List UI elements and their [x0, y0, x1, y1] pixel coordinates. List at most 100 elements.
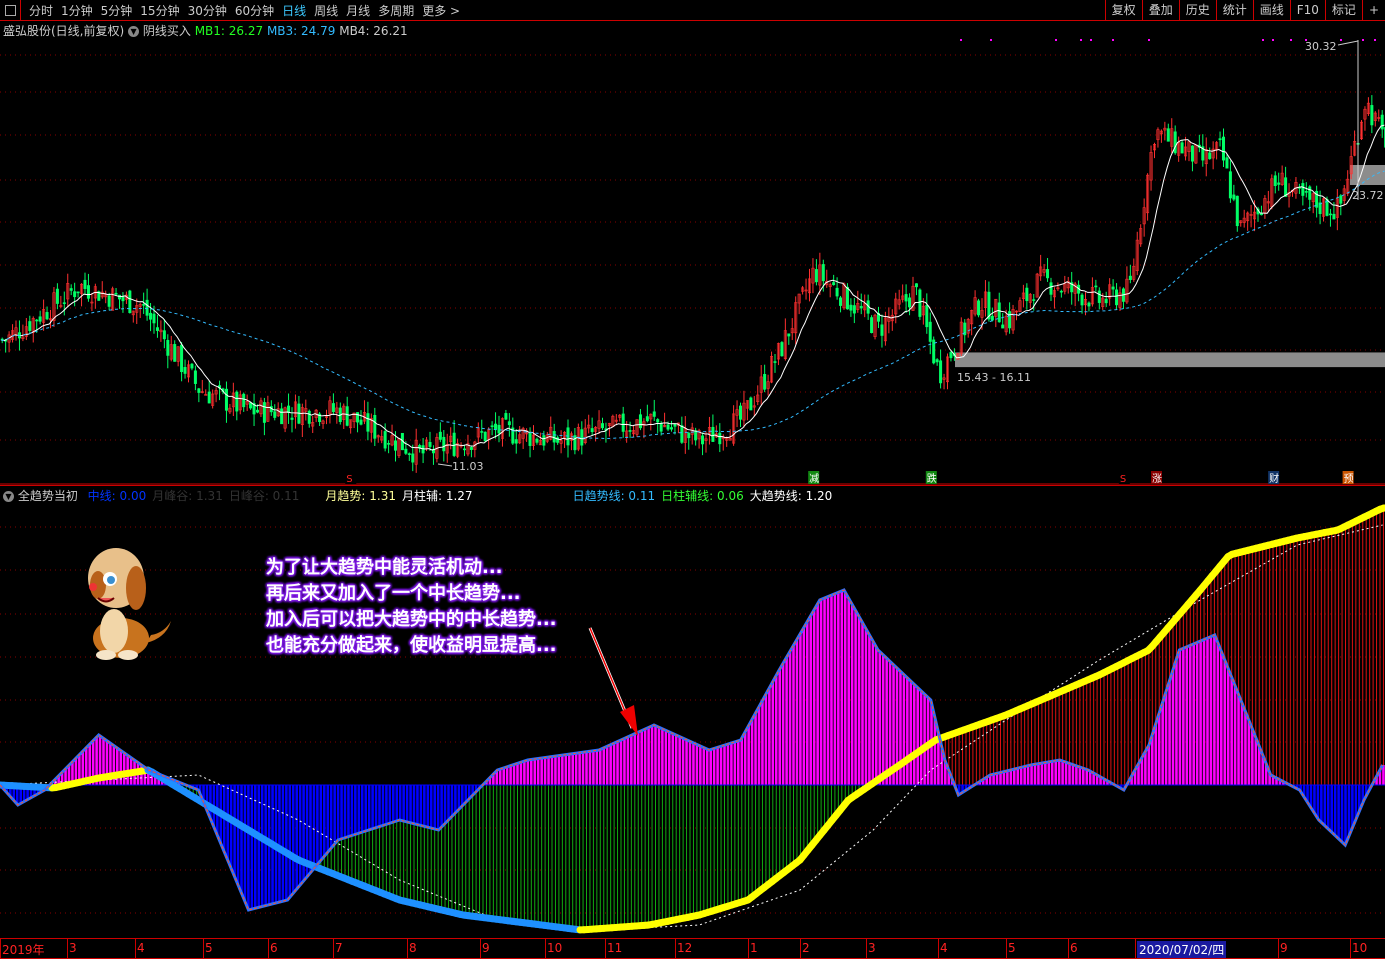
- x-axis-label: 10: [1352, 941, 1367, 955]
- price-legend: 盛弘股份(日线,前复权) ▼ 阴线买入 MB1: 26.27 MB3: 24.7…: [3, 22, 408, 38]
- candle-body: [553, 431, 555, 442]
- indicator-name[interactable]: 阴线买入: [143, 24, 191, 38]
- candle-body: [1105, 299, 1107, 303]
- tool-button[interactable]: +: [1362, 0, 1385, 20]
- candle-body: [39, 317, 41, 322]
- x-axis-label: 2019年: [2, 941, 45, 958]
- candle-body: [977, 301, 979, 315]
- candle-body: [881, 325, 883, 336]
- candle-body: [1088, 303, 1090, 306]
- x-axis-label: 3: [69, 941, 77, 955]
- tool-button[interactable]: 标记: [1325, 0, 1362, 20]
- candle-body: [1191, 146, 1193, 161]
- indicator-histogram: [0, 508, 1383, 930]
- candle-body: [836, 288, 838, 296]
- candle-body: [129, 291, 131, 313]
- period-tab[interactable]: 更多 >: [418, 2, 464, 19]
- period-tab[interactable]: 5分钟: [97, 2, 137, 19]
- signal-dot: [1090, 39, 1092, 41]
- period-tab[interactable]: 多周期: [374, 2, 418, 19]
- high-arrow: [1338, 41, 1358, 45]
- x-axis-label: 1: [750, 941, 758, 955]
- candle-body: [1129, 276, 1131, 280]
- period-tab[interactable]: 1分钟: [57, 2, 97, 19]
- chevron-down-icon[interactable]: ▼: [3, 491, 14, 502]
- x-axis-tick: [1278, 939, 1279, 958]
- x-axis-label: 9: [482, 941, 490, 955]
- signal-dot: [1340, 39, 1342, 41]
- candle-body: [453, 433, 455, 456]
- indicator-value: 大趋势线: 1.20: [750, 489, 833, 503]
- signal-label: 财: [1269, 472, 1279, 485]
- period-tab[interactable]: 月线: [342, 2, 374, 19]
- candle-body: [850, 305, 852, 310]
- tool-button[interactable]: 统计: [1216, 0, 1253, 20]
- x-axis-label: 12: [677, 941, 692, 955]
- candle-body: [115, 293, 117, 294]
- period-tab[interactable]: 15分钟: [136, 2, 183, 19]
- candle-body: [87, 286, 89, 299]
- tool-button[interactable]: 画线: [1253, 0, 1290, 20]
- mb3-value: MB3: 24.79: [267, 24, 335, 38]
- x-axis-label: 5: [1008, 941, 1016, 955]
- candle-body: [412, 454, 414, 462]
- x-axis-tick: [135, 939, 136, 958]
- period-tab[interactable]: 日线: [278, 2, 310, 19]
- candle-body: [484, 432, 486, 441]
- x-axis-label: 8: [409, 941, 417, 955]
- chevron-down-icon[interactable]: ▼: [128, 26, 139, 37]
- signal-dot: [1080, 39, 1082, 41]
- candle-body: [191, 364, 193, 368]
- candle-body: [781, 342, 783, 355]
- tool-button[interactable]: 叠加: [1142, 0, 1179, 20]
- panel-toggle-button[interactable]: [0, 0, 21, 20]
- candle-body: [367, 414, 369, 432]
- candle-body: [905, 294, 907, 301]
- candle-body: [646, 417, 648, 421]
- candle-body: [498, 425, 500, 433]
- indicator-value: 日峰谷: 0.11: [229, 489, 300, 503]
- candlesticks: [1, 95, 1385, 473]
- x-axis-tick: [748, 939, 749, 958]
- period-tab[interactable]: 分时: [25, 2, 57, 19]
- candle-body: [832, 282, 834, 284]
- signal-label: S: [1120, 474, 1126, 485]
- signal-label: 预: [1344, 473, 1354, 485]
- candle-body: [56, 289, 58, 303]
- indicator-value: 日趋势线: 0.11: [573, 489, 656, 503]
- indicator-value: 月柱辅: 1.27: [402, 489, 473, 503]
- candle-body: [394, 441, 396, 451]
- candle-body: [950, 352, 952, 357]
- indicator-title[interactable]: 全趋势当初: [18, 489, 78, 503]
- low-price-label: 11.03: [452, 460, 484, 473]
- candle-body: [1209, 153, 1211, 159]
- indicator-value: 中线: 0.00: [88, 489, 147, 503]
- candle-body: [574, 436, 576, 450]
- candle-body: [236, 392, 238, 411]
- candle-body: [1081, 295, 1083, 305]
- candle-body: [1098, 291, 1100, 303]
- candle-body: [308, 411, 310, 423]
- candle-body: [515, 440, 517, 444]
- tool-button[interactable]: F10: [1290, 0, 1325, 20]
- period-tab[interactable]: 60分钟: [231, 2, 278, 19]
- x-axis-tick: [800, 939, 801, 958]
- candle-body: [256, 410, 258, 412]
- period-tab[interactable]: 周线: [310, 2, 342, 19]
- candle-body: [149, 313, 151, 319]
- candle-body: [470, 447, 472, 449]
- x-axis-label: 5: [205, 941, 213, 955]
- candle-body: [670, 428, 672, 430]
- candle-body: [919, 290, 921, 317]
- tool-button[interactable]: 历史: [1179, 0, 1216, 20]
- candle-body: [1026, 288, 1028, 301]
- period-tab[interactable]: 30分钟: [184, 2, 231, 19]
- indicator-value: 月峰谷: 1.31: [152, 489, 223, 503]
- candle-body: [481, 431, 483, 432]
- x-axis-tick: [67, 939, 68, 958]
- tool-button[interactable]: 复权: [1105, 0, 1142, 20]
- x-axis-tick: [268, 939, 269, 958]
